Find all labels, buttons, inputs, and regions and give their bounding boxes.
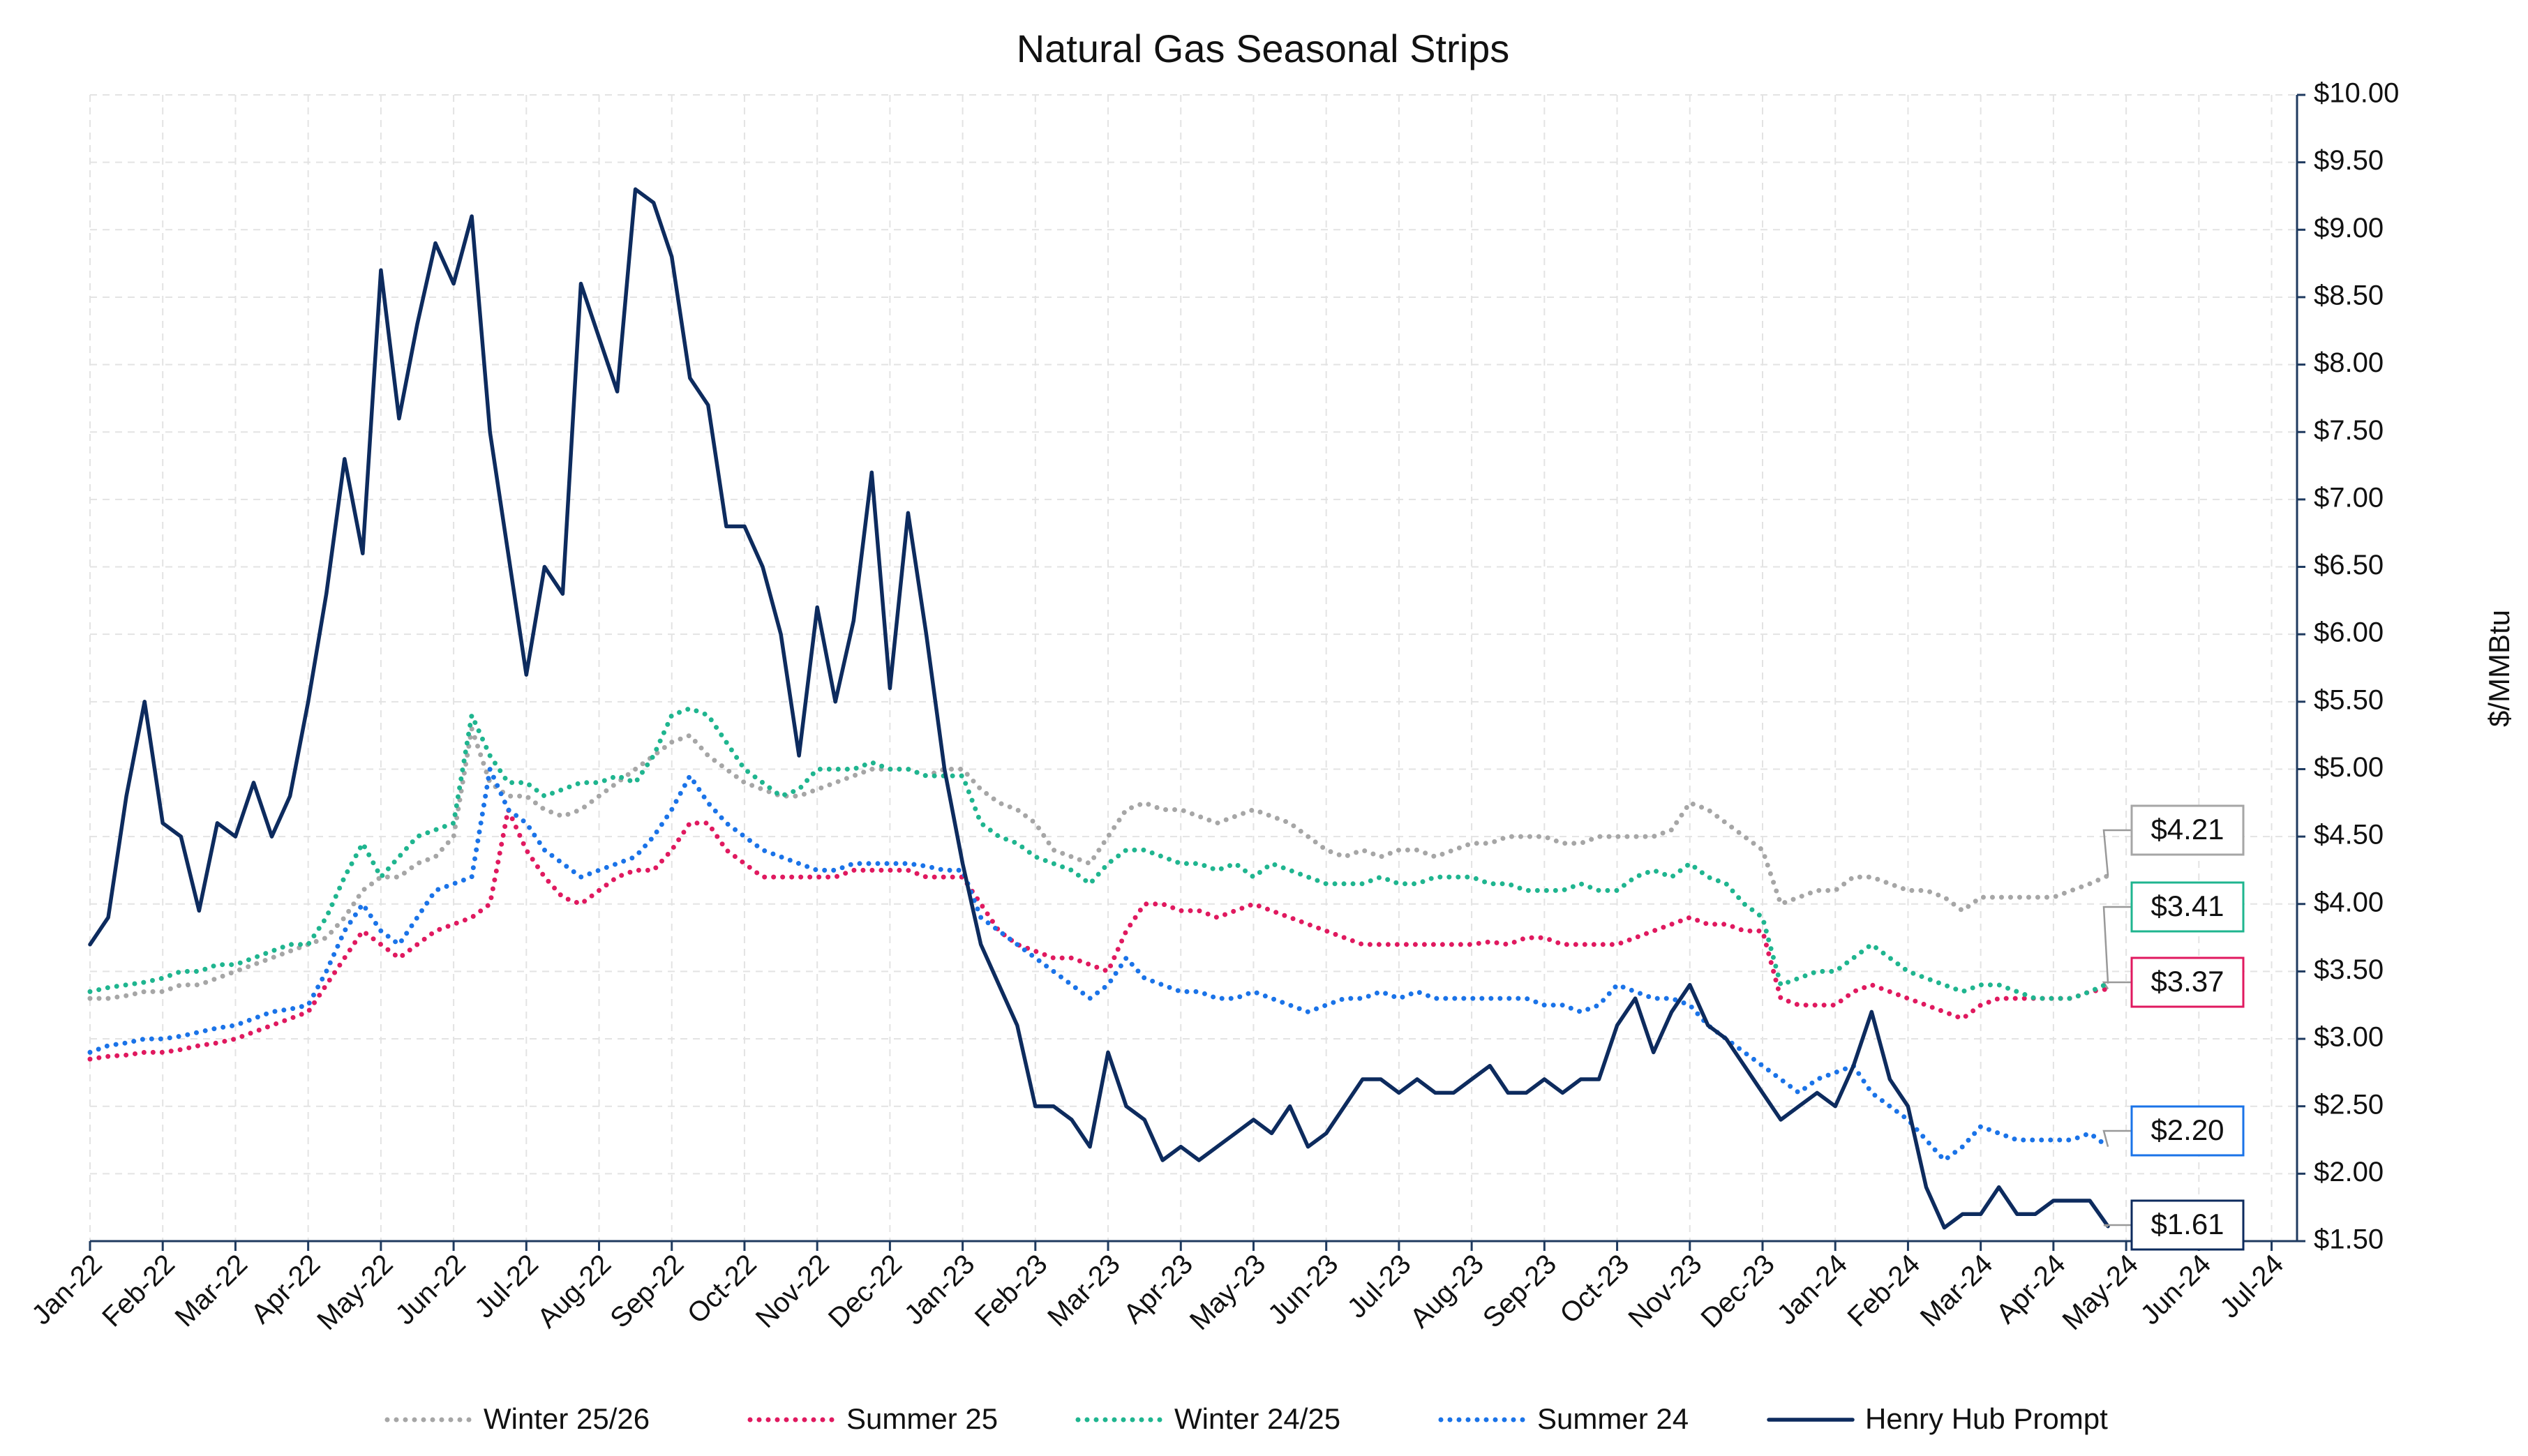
x-tick-label: May-22 (311, 1249, 398, 1336)
x-tick-label: Nov-23 (1622, 1249, 1707, 1334)
y-tick-label: $5.00 (2314, 752, 2384, 783)
leader-line (2102, 1129, 2132, 1148)
y-tick-label: $4.50 (2314, 820, 2384, 850)
x-tick-label: Feb-22 (96, 1249, 181, 1333)
x-tick-label: Jun-22 (389, 1249, 472, 1331)
x-tick-label: Dec-22 (823, 1249, 908, 1334)
series-line (87, 706, 2111, 1001)
y-tick-label: $3.50 (2314, 954, 2384, 985)
x-tick-label: Jul-24 (2214, 1249, 2289, 1324)
end-label: $1.61 (2151, 1208, 2224, 1240)
x-tick-label: May-24 (2056, 1249, 2144, 1336)
end-label-box (2130, 1105, 2245, 1157)
x-tick-label: Oct-22 (682, 1249, 763, 1330)
x-tick-label: Jan-23 (899, 1249, 981, 1331)
x-tick-label: Feb-24 (1842, 1249, 1927, 1333)
end-label-box (2130, 956, 2245, 1008)
legend-label: Summer 25 (846, 1402, 998, 1435)
y-tick-label: $8.50 (2314, 280, 2384, 311)
end-label: $3.41 (2151, 890, 2224, 922)
y-axis-label: $/MMBtu (2483, 610, 2515, 727)
y-tick-label: $6.00 (2314, 617, 2384, 648)
series-line (87, 726, 2111, 1001)
y-tick-label: $7.50 (2314, 415, 2384, 446)
leader-line (2102, 829, 2132, 876)
x-tick-label: Jun-23 (1262, 1249, 1345, 1331)
end-label-box (2130, 1199, 2245, 1251)
x-tick-label: Jun-24 (2135, 1249, 2217, 1331)
leader-line (2102, 981, 2132, 990)
end-label: $2.20 (2151, 1113, 2224, 1146)
series-line (87, 807, 2111, 1062)
y-tick-label: $8.00 (2314, 347, 2384, 378)
end-label-box (2130, 881, 2245, 933)
x-tick-label: Jan-24 (1771, 1249, 1853, 1331)
y-tick-label: $1.50 (2314, 1224, 2384, 1255)
legend-label: Winter 24/25 (1174, 1402, 1340, 1435)
x-tick-label: Sep-23 (1477, 1249, 1562, 1334)
series-line (88, 187, 2110, 1230)
x-tick-label: Oct-23 (1554, 1249, 1635, 1330)
legend-label: Summer 24 (1537, 1402, 1689, 1435)
legend-label: Winter 25/26 (484, 1402, 650, 1435)
series-line (87, 767, 2111, 1163)
y-tick-label: $10.00 (2314, 78, 2399, 109)
legend-label: Henry Hub Prompt (1865, 1402, 2108, 1435)
y-tick-label: $9.00 (2314, 213, 2384, 243)
x-tick-label: Jan-22 (26, 1249, 108, 1331)
end-label: $3.37 (2151, 965, 2224, 998)
end-label-box (2130, 804, 2245, 856)
x-tick-label: Sep-22 (604, 1249, 689, 1334)
y-tick-label: $6.50 (2314, 550, 2384, 580)
y-tick-label: $4.00 (2314, 887, 2384, 917)
y-tick-label: $9.50 (2314, 145, 2384, 176)
leader-line (2102, 906, 2132, 984)
x-tick-label: Nov-22 (750, 1249, 835, 1334)
x-tick-label: Mar-22 (170, 1249, 254, 1333)
end-label: $4.21 (2151, 813, 2224, 846)
x-tick-label: Dec-23 (1696, 1249, 1781, 1334)
x-tick-label: Aug-22 (532, 1249, 617, 1334)
x-tick-label: May-23 (1184, 1249, 1271, 1336)
y-tick-label: $3.00 (2314, 1022, 2384, 1053)
chart-title: Natural Gas Seasonal Strips (1017, 27, 1510, 70)
x-tick-label: Mar-23 (1042, 1249, 1126, 1333)
y-tick-label: $7.00 (2314, 482, 2384, 513)
leader-line (2103, 1224, 2132, 1227)
y-tick-label: $2.50 (2314, 1089, 2384, 1120)
y-tick-label: $2.00 (2314, 1157, 2384, 1187)
legend: Winter 25/26 Summer 25 Winter 24/25 Summer … (384, 1402, 2108, 1435)
y-tick-label: $5.50 (2314, 684, 2384, 715)
x-tick-label: Mar-24 (1915, 1249, 1999, 1333)
x-tick-label: Feb-23 (969, 1249, 1054, 1333)
x-tick-label: Aug-23 (1405, 1249, 1490, 1334)
